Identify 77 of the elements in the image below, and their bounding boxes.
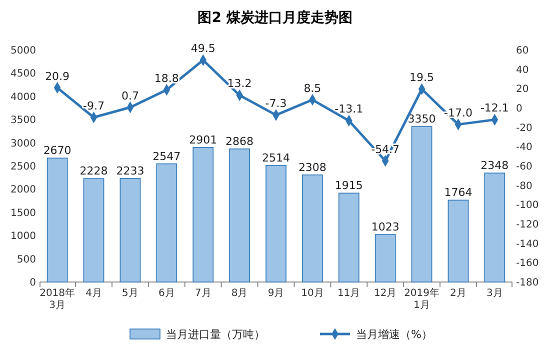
y-tick-label: 3000: [10, 138, 36, 150]
y-tick-label: 1500: [10, 208, 36, 219]
y-tick-label: 3500: [10, 115, 36, 126]
y-tick-label: 4000: [10, 92, 36, 103]
y-tick-label: 0: [30, 278, 36, 288]
bar: [411, 126, 432, 282]
y2-tick-label: 60: [516, 46, 529, 56]
data-label: 18.8: [154, 72, 179, 85]
legend-label: 当月进口量（万吨）: [166, 328, 265, 341]
y-tick-label: 2500: [10, 162, 36, 172]
chart-title: 图2 煤炭进口月度走势图: [198, 9, 352, 26]
data-label: 2670: [43, 144, 72, 158]
data-label: 49.5: [190, 42, 216, 56]
y-tick-label: 2000: [10, 184, 36, 196]
bar: [302, 174, 323, 282]
data-label: 2228: [80, 164, 108, 178]
y2-tick-label: 0: [516, 104, 522, 114]
data-label: 1023: [371, 220, 400, 234]
y-tick-label: 4500: [10, 68, 36, 80]
y-tick-label: 500: [16, 254, 36, 266]
x-tick-label: 9月: [268, 288, 284, 299]
legend-label: 当月增速（%）: [356, 328, 432, 341]
data-label: -7.3: [265, 97, 287, 110]
y2-tick-label: 40: [516, 64, 529, 76]
y2-tick-label: -20: [516, 122, 532, 134]
bar: [484, 172, 506, 282]
y2-tick-label: -100: [516, 200, 539, 212]
bar: [229, 148, 250, 282]
data-label: -13.1: [334, 102, 364, 116]
bar: [46, 158, 68, 282]
bar: [120, 178, 141, 282]
bar: [156, 163, 178, 282]
data-label: 2901: [189, 133, 218, 146]
data-label: 3350: [408, 112, 436, 126]
data-label: 2547: [152, 150, 181, 163]
data-label: 19.5: [410, 71, 434, 84]
x-tick-label: 2018年 3月: [40, 287, 76, 311]
x-tick-label: 3月: [486, 288, 503, 299]
data-label: 13.2: [227, 77, 252, 90]
data-label: 2233: [116, 164, 144, 178]
data-label: -9.7: [83, 99, 104, 112]
data-label: 2868: [226, 134, 254, 148]
y2-tick-label: -160: [516, 258, 539, 270]
y2-tick-label: -60: [516, 162, 532, 172]
data-label: 20.9: [45, 70, 70, 83]
bar: [192, 146, 214, 282]
y-tick-label: 1000: [10, 231, 36, 242]
data-label: 2308: [298, 160, 326, 174]
bar: [83, 178, 104, 282]
y2-tick-label: -140: [516, 238, 539, 250]
x-tick-label: 2019年 1月: [404, 287, 440, 311]
data-label: 1764: [444, 186, 472, 200]
x-tick-label: 7月: [194, 288, 212, 299]
data-label: 8.5: [304, 82, 322, 95]
x-tick-label: 11月: [338, 288, 360, 299]
data-label: 0.7: [121, 89, 139, 102]
y2-tick-label: 20: [516, 84, 529, 96]
y-tick-label: 5000: [10, 46, 36, 56]
y2-tick-label: -80: [516, 180, 532, 192]
x-tick-label: 8月: [231, 288, 248, 299]
x-tick-label: 10月: [301, 288, 324, 299]
x-tick-label: 2月: [450, 288, 466, 299]
bar: [448, 200, 469, 282]
x-tick-label: 4月: [86, 288, 102, 299]
y2-tick-label: -180: [516, 278, 539, 288]
data-label: 1915: [334, 179, 363, 192]
data-label: 2348: [480, 159, 509, 172]
x-tick-label: 5月: [122, 288, 138, 299]
bar: [374, 234, 396, 282]
data-label: -12.1: [480, 102, 509, 115]
data-label: 2514: [262, 151, 290, 164]
y2-tick-label: -120: [516, 220, 539, 230]
bar: [266, 164, 286, 282]
x-tick-label: 12月: [374, 288, 397, 299]
y2-tick-label: -40: [516, 142, 532, 154]
bar: [338, 192, 360, 282]
x-tick-label: 6月: [158, 288, 175, 299]
